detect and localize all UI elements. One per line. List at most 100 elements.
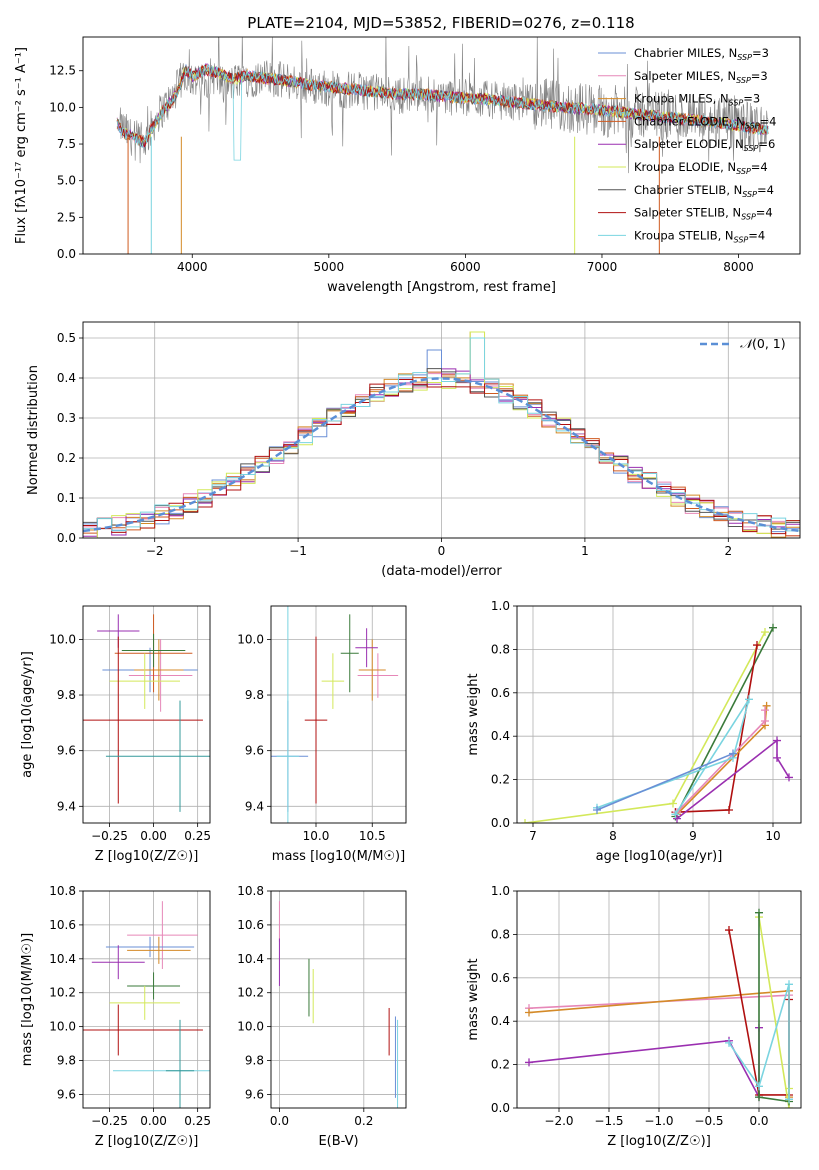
- x-tick-label: 0.00: [140, 1114, 167, 1128]
- axes-frame: [82, 890, 211, 1109]
- y-tick-label: 0.2: [57, 451, 76, 465]
- x-tick-label: 2: [724, 544, 732, 558]
- x-tick-label: 4000: [177, 260, 208, 274]
- y-axis-label: mass weight: [466, 673, 481, 755]
- x-axis-label: Z [log10(Z/Z☉)]: [607, 1134, 711, 1149]
- massweight-line: [728, 984, 790, 1100]
- axes-frame: [82, 36, 801, 255]
- x-tick-label: 7: [529, 829, 537, 843]
- massweight-point: [673, 814, 681, 823]
- chart-residuals: −2 −1 0 1 2 0.0 0.1 0.2 0.3 0.4 0.5 (data-model)/er…: [26, 321, 801, 579]
- massweight-line: [596, 752, 734, 811]
- y-tick-label: 10.6: [49, 918, 76, 932]
- y-tick-label: 7.5: [57, 137, 76, 151]
- plot-area: [116, 37, 769, 254]
- x-axis-label: wavelength [Angstrom, rest frame]: [327, 280, 556, 295]
- axes-frame: [270, 890, 407, 1109]
- x-tick-label: −1.0: [644, 1114, 673, 1128]
- massweight-point: [761, 628, 769, 637]
- x-tick-label: −2: [146, 544, 164, 558]
- y-tick-label: 9.8: [57, 688, 76, 702]
- massweight-point: [725, 805, 733, 814]
- chart-age_vs_Z: −0.25 0.00 0.25 9.4 9.6 9.8 10.0 Z [log10(Z/Z☉)…: [20, 605, 211, 864]
- y-tick-label: 0.0: [491, 1101, 510, 1115]
- legend-entry: Salpeter STELIB, NSSP=4: [634, 206, 773, 222]
- axes-frame: [82, 605, 211, 824]
- plot-area: [521, 623, 793, 823]
- chart-spectrum: 4000 5000 6000 7000 8000 0.0 2.5 5.0 7.5 10.0 12.5…: [14, 36, 801, 295]
- axes-frame: [82, 321, 801, 539]
- x-tick-label: −1: [289, 544, 307, 558]
- y-tick-label: 10.8: [49, 884, 76, 898]
- x-axis-label: mass [log10(M/M☉)]: [272, 849, 405, 864]
- massweight-point: [761, 706, 769, 715]
- y-tick-label: 0.6: [491, 971, 510, 985]
- massweight-point: [761, 717, 769, 726]
- y-tick-label: 0.3: [57, 411, 76, 425]
- massweight-point: [762, 701, 771, 710]
- massweight-point: [725, 926, 733, 935]
- massweight-point: [755, 1082, 763, 1091]
- massweight-point: [525, 1008, 533, 1017]
- x-tick-label: 5000: [314, 260, 345, 274]
- legend-entry: Salpeter MILES, NSSP=3: [634, 69, 768, 85]
- y-tick-label: 10.4: [237, 952, 264, 966]
- y-tick-label: 10.2: [237, 986, 264, 1000]
- legend-entry: Kroupa MILES, NSSP=3: [634, 92, 760, 108]
- x-tick-label: −2.0: [544, 1114, 573, 1128]
- massweight-line: [758, 916, 790, 1108]
- y-tick-label: 0.4: [57, 371, 76, 385]
- legend-entry: Chabrier STELIB, NSSP=4: [634, 183, 774, 199]
- x-tick-label: 9: [689, 829, 697, 843]
- y-tick-label: 0.6: [491, 686, 510, 700]
- y-axis-label: Normed distribution: [26, 365, 41, 495]
- spectrum-model-line: [116, 64, 769, 148]
- massweight-point: [773, 736, 781, 745]
- x-tick-label: 0: [438, 544, 446, 558]
- y-tick-label: 0.0: [491, 816, 510, 830]
- massweight-line: [676, 738, 790, 820]
- massweight-line: [596, 698, 750, 815]
- histogram-step: [83, 378, 800, 535]
- gaussian-curve: [83, 377, 800, 533]
- y-tick-label: 9.8: [245, 688, 264, 702]
- y-axis-label: age [log10(age/yr)]: [20, 651, 35, 778]
- histogram-step: [83, 368, 800, 530]
- x-tick-label: 0.00: [140, 829, 167, 843]
- x-tick-label: 0.25: [184, 829, 211, 843]
- massweight-line: [674, 627, 774, 817]
- y-tick-label: 9.6: [245, 1087, 264, 1101]
- massweight-point: [785, 1095, 793, 1104]
- x-tick-label: 0.2: [354, 1114, 373, 1128]
- y-tick-label: 10.4: [49, 952, 76, 966]
- y-tick-label: 0.2: [491, 773, 510, 787]
- x-tick-label: −1.5: [594, 1114, 623, 1128]
- plot-area: [525, 908, 793, 1108]
- x-tick-label: −0.5: [694, 1114, 723, 1128]
- plot-area: [271, 606, 399, 823]
- x-axis-label: E(B-V): [318, 1134, 358, 1149]
- x-tick-label: 8: [609, 829, 617, 843]
- axes-frame: [516, 890, 802, 1109]
- x-tick-label: 7000: [587, 260, 618, 274]
- x-tick-label: 0.0: [270, 1114, 289, 1128]
- massweight-line: [528, 1027, 760, 1098]
- y-tick-label: 0.4: [491, 729, 510, 743]
- massweight-point: [525, 1058, 533, 1067]
- massweight-point: [769, 623, 777, 632]
- y-tick-label: 2.5: [57, 210, 76, 224]
- y-tick-label: 10.0: [49, 632, 76, 646]
- y-axis-label: Flux [fλ10⁻¹⁷ erg cm⁻² s⁻¹ A⁻¹]: [14, 47, 29, 244]
- y-tick-label: 10.0: [49, 1020, 76, 1034]
- y-tick-label: 0.0: [57, 531, 76, 545]
- chart-massweight_vs_age: 7 8 9 10 0.0 0.2 0.4 0.6 0.8 1.0 age [log10(age/yr…: [466, 599, 802, 864]
- y-tick-label: 9.6: [57, 744, 76, 758]
- massweight-point: [725, 1038, 733, 1047]
- y-tick-label: 9.6: [245, 744, 264, 758]
- massweight-point: [755, 1093, 763, 1102]
- legend-entry: Chabrier ELODIE, NSSP=4: [634, 114, 776, 130]
- x-tick-label: 10.0: [303, 829, 330, 843]
- legend-entry: Salpeter ELODIE, NSSP=6: [634, 137, 775, 153]
- x-axis-label: (data-model)/error: [381, 564, 502, 579]
